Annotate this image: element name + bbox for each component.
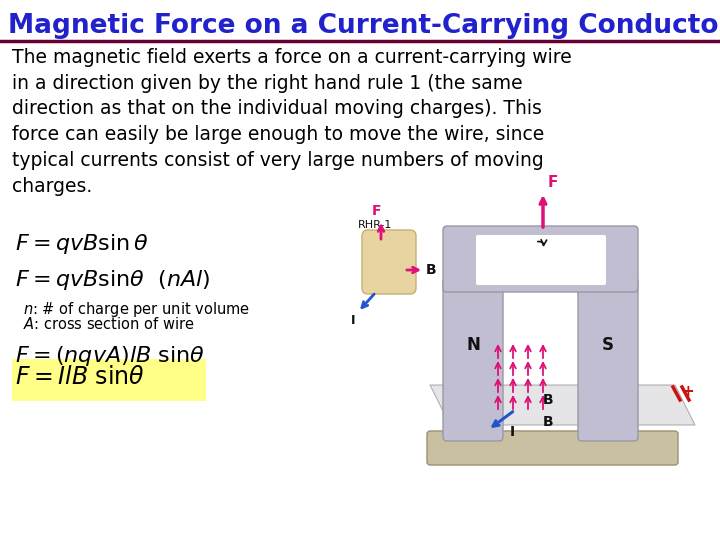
Text: I: I — [510, 425, 515, 439]
FancyBboxPatch shape — [476, 235, 606, 285]
FancyBboxPatch shape — [578, 278, 638, 441]
FancyBboxPatch shape — [443, 226, 638, 292]
FancyBboxPatch shape — [443, 278, 503, 441]
Text: B: B — [543, 393, 553, 407]
Text: The magnetic field exerts a force on a current-carrying wire
in a direction give: The magnetic field exerts a force on a c… — [12, 48, 572, 195]
Text: S: S — [602, 336, 614, 354]
Text: $F  =  IlB\ \sin\!\theta$: $F = IlB\ \sin\!\theta$ — [15, 367, 145, 389]
Text: B: B — [426, 263, 436, 277]
Text: $F  =  (nqvA)lB\ \sin\!\theta$: $F = (nqvA)lB\ \sin\!\theta$ — [15, 344, 204, 368]
Polygon shape — [430, 385, 695, 425]
FancyBboxPatch shape — [12, 359, 206, 401]
Text: $F  =  qvB \sin \theta$: $F = qvB \sin \theta$ — [15, 232, 148, 256]
Text: B: B — [543, 415, 553, 429]
Text: I: I — [351, 314, 355, 327]
Text: RHR-1: RHR-1 — [358, 220, 392, 230]
FancyBboxPatch shape — [427, 431, 678, 465]
Text: N: N — [466, 336, 480, 354]
Text: $A$: cross section of wire: $A$: cross section of wire — [23, 316, 194, 332]
Text: $F  =  qvB \sin\!\theta\ \ (nAl)$: $F = qvB \sin\!\theta\ \ (nAl)$ — [15, 268, 210, 292]
FancyBboxPatch shape — [362, 230, 416, 294]
Text: F: F — [372, 204, 382, 218]
Text: Magnetic Force on a Current-Carrying Conductor: Magnetic Force on a Current-Carrying Con… — [8, 13, 720, 39]
Text: $n$: # of charge per unit volume: $n$: # of charge per unit volume — [23, 300, 250, 319]
Text: +: + — [682, 384, 694, 400]
Text: F: F — [548, 175, 559, 190]
